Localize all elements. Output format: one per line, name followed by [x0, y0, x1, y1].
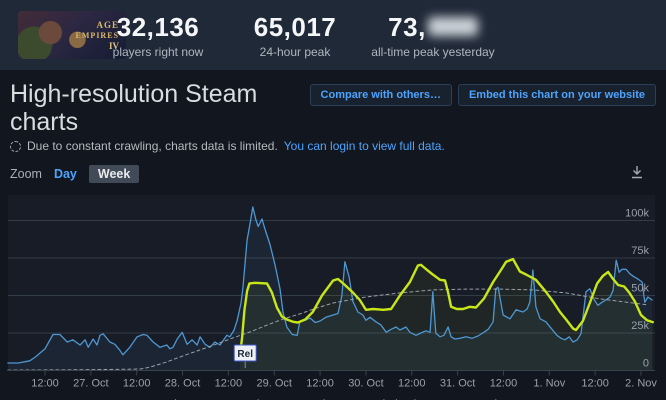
flag-marker[interactable]	[233, 344, 257, 362]
loading-spinner-icon	[10, 140, 21, 152]
compare-button[interactable]: Compare with others…	[309, 84, 452, 106]
capsule-text-line3: IV	[108, 40, 119, 51]
stat-players-now-label: players right now	[112, 45, 204, 59]
y-tick-label: 50k	[631, 283, 649, 295]
game-capsule-image[interactable]: AGE EMPIRES IV	[18, 11, 126, 59]
x-tick-label: 12:00	[581, 378, 609, 390]
stat-players-now: 32,136 players right now	[100, 12, 216, 59]
x-tick-label: 27. Oct	[73, 378, 108, 390]
y-tick-label: 100k	[625, 208, 649, 220]
legend-label: Players	[166, 398, 208, 400]
stat-players-now-value: 32,136	[116, 12, 200, 42]
zoom-day-option[interactable]: Day	[53, 167, 77, 181]
series-line-players	[238, 257, 654, 359]
capsule-text-line2: EMPIRES	[75, 30, 119, 40]
crawl-note-text: Due to constant crawling, charts data is…	[27, 139, 278, 153]
x-tick-label: 1. Nov	[533, 378, 565, 390]
stat-alltime-peak-value: 73,	[358, 12, 508, 43]
legend-item-twitch-viewers[interactable]: Twitch Viewers	[346, 398, 450, 400]
series-line-players-trend	[7, 288, 649, 371]
flag-label: Rel	[237, 349, 253, 360]
stats-header-bar: AGE EMPIRES IV 32,136 players right now …	[0, 0, 666, 70]
x-tick-label: 12:00	[490, 378, 518, 390]
x-tick-label: 31. Oct	[440, 378, 475, 390]
stat-24h-peak: 65,017 24-hour peak	[238, 12, 352, 59]
x-tick-label: 12:00	[123, 378, 151, 390]
stat-24h-peak-value: 65,017	[253, 12, 337, 42]
legend-label: Flags	[487, 398, 518, 400]
stat-alltime-peak: 73, all-time peak yesterday	[358, 12, 508, 59]
login-link[interactable]: You can login to view full data.	[283, 139, 445, 153]
stat-24h-peak-label: 24-hour peak	[259, 45, 331, 59]
capsule-text-line1: AGE	[96, 19, 119, 30]
legend-label: Players Trend	[248, 398, 325, 400]
x-tick-label: 12:00	[398, 378, 426, 390]
x-tick-label: 28. Oct	[165, 378, 200, 390]
embed-button[interactable]: Embed this chart on your website	[457, 84, 656, 106]
blurred-value	[427, 17, 478, 36]
legend-label: Twitch Viewers	[367, 398, 450, 400]
series-area-twitch-viewers	[7, 207, 653, 371]
download-chart-icon[interactable]	[628, 163, 646, 181]
y-tick-label: 0	[643, 358, 649, 370]
legend-item-players-trend[interactable]: Players Trend	[227, 398, 325, 400]
zoom-week-option[interactable]: Week	[88, 165, 140, 183]
x-tick-label: 2. Nov	[625, 378, 657, 390]
x-tick-label: 12:00	[215, 378, 243, 390]
x-tick-label: 30. Oct	[348, 378, 383, 390]
steam-chart[interactable]: 12:00 27. Oct 12:00 28. Oct 12:00 29. Oct 12:0…	[0, 187, 666, 392]
page-title: High-resolution Steam charts	[10, 80, 258, 136]
x-tick-label: 12:00	[306, 378, 334, 390]
y-tick-label: 25k	[631, 320, 649, 332]
x-tick-label: 29. Oct	[256, 378, 291, 390]
y-tick-label: 75k	[631, 245, 649, 257]
chart-legend: Players Players Trend Twitch Viewers Fla…	[0, 395, 666, 400]
chart-canvas: 12:00 27. Oct 12:00 28. Oct 12:00 29. Oct 12:0…	[7, 195, 657, 390]
x-tick-label: 12:00	[31, 378, 59, 390]
zoom-label: Zoom	[10, 167, 42, 181]
stat-alltime-peak-label: all-time peak yesterday	[371, 45, 495, 59]
